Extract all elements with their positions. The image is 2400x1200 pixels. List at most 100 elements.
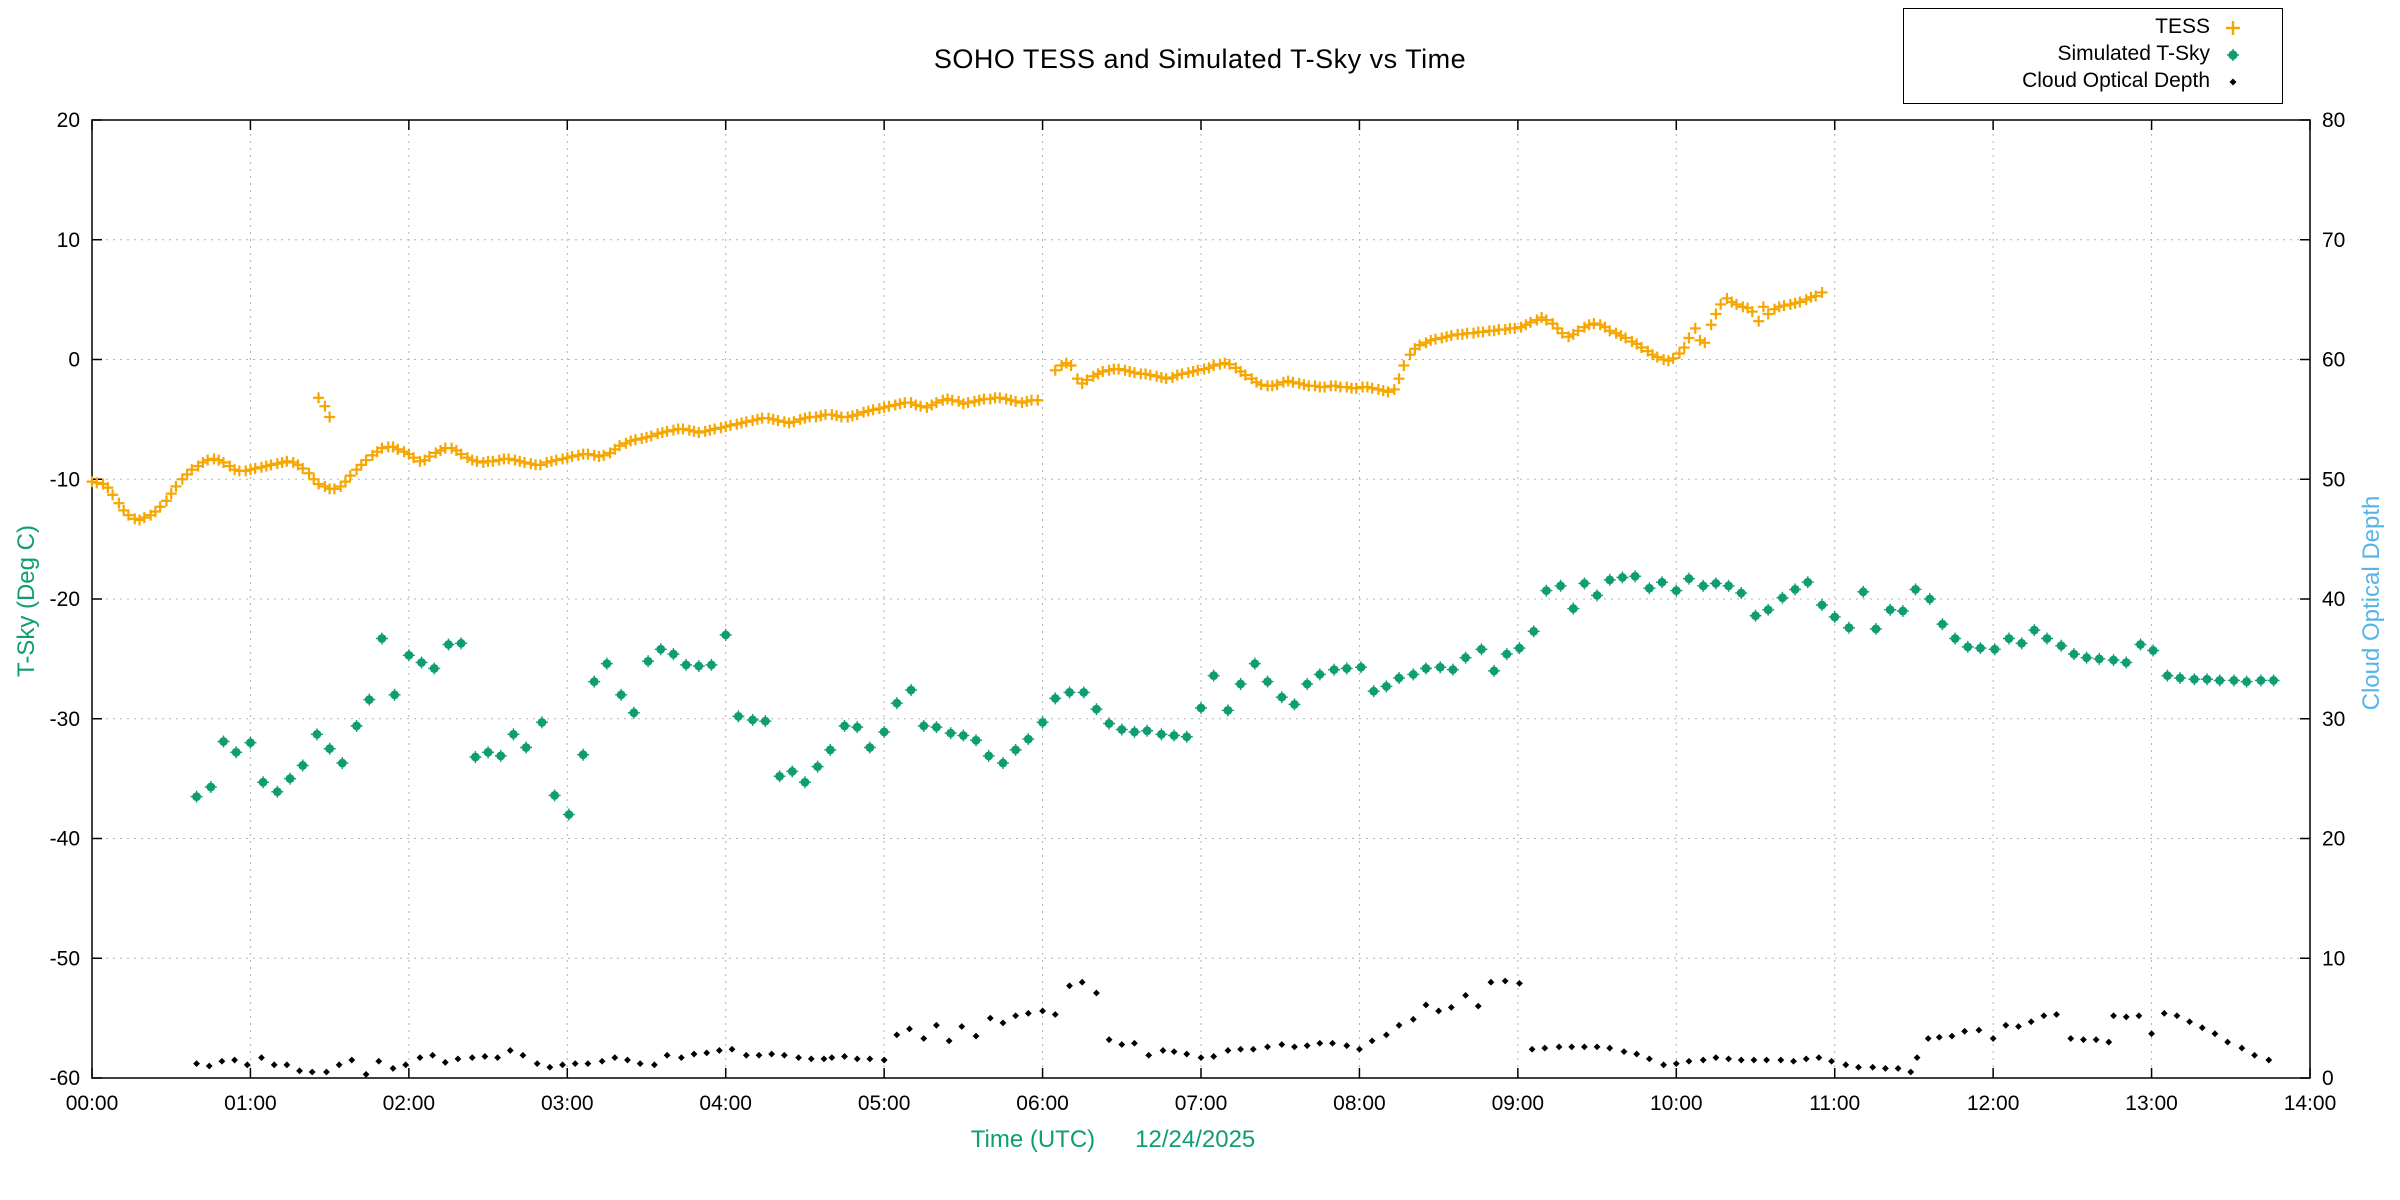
x-tick-label: 03:00 [541,1092,594,1115]
y-left-tick-label: -50 [50,947,80,970]
y-right-tick-label: 0 [2322,1067,2334,1090]
cloud-point [2080,1036,2087,1044]
x-axis-label-text: Time (UTC) [970,1126,1096,1153]
y-left-tick-label: -30 [50,708,80,731]
cloud-point [1237,1045,1245,1053]
cloud-point [742,1051,750,1059]
cloud-point [308,1068,316,1076]
cloud-point [1264,1043,1271,1051]
cloud-point [1462,991,1469,999]
cloud-point [1541,1044,1549,1052]
x-tick-label: 14:00 [2284,1092,2337,1115]
cloud-point [1660,1061,1668,1069]
cloud-point [1343,1042,1351,1050]
cloud-point [755,1051,763,1059]
cloud-point [2122,1013,2130,1021]
cloud-point [481,1053,489,1060]
x-tick-label: 07:00 [1175,1092,1228,1115]
legend-label: Simulated T-Sky [2057,42,2210,65]
cloud-point [362,1071,370,1078]
cloud-point [1802,1055,1810,1063]
x-tick-label: 00:00 [66,1092,119,1115]
cloud-point [853,1055,861,1063]
y-right-tick-label: 40 [2322,588,2345,611]
cloud-point [1291,1043,1298,1051]
cloud-point [506,1047,514,1054]
cloud-point [866,1055,874,1063]
x-tick-label: 04:00 [699,1092,752,1115]
cloud-point [768,1050,776,1058]
cloud-point [205,1062,213,1070]
cloud-point [258,1054,265,1062]
y-left-tick-label: -10 [50,468,80,491]
x-tick-label: 09:00 [1492,1092,1545,1115]
cloud-point [441,1059,449,1066]
cloud-point [1633,1050,1641,1058]
cloud-point [828,1054,836,1062]
x-axis-date-label: 12/24/2025 [1135,1126,1256,1153]
plot-border [91,119,2311,1079]
cloud-point [2027,1018,2035,1026]
y-right-tick-label: 70 [2322,229,2345,252]
cloud-point [1012,1012,1020,1020]
cloud-point [1329,1039,1336,1047]
x-tick-label: 02:00 [383,1092,436,1115]
cloud-point [584,1060,592,1068]
cloud-point [1224,1047,1232,1054]
cloud-point [1382,1031,1390,1039]
cloud-point [2002,1021,2010,1029]
cloud-point [986,1014,994,1022]
y-left-tick-label: -20 [50,588,80,611]
cloud-point [2173,1012,2181,1020]
cloud-point [1989,1035,1997,1042]
cloud-point [1555,1043,1563,1051]
cloud-point [2160,1009,2168,1017]
cloud-point [2186,1018,2193,1026]
cloud-point [2224,1038,2232,1046]
cloud-point [2015,1023,2022,1030]
cloud-point [1593,1043,1601,1051]
cloud-point [1528,1045,1536,1053]
x-tick-label: 11:00 [1809,1092,1860,1115]
cloud-point [1145,1051,1153,1059]
cloud-point [958,1023,966,1030]
cloud-point [494,1054,501,1062]
cloud-point [728,1045,736,1053]
cloud-point [1580,1043,1588,1051]
cloud-point [1474,1002,1482,1010]
legend-row: Simulated T-Sky [1904,42,2282,68]
cloud-point [1368,1037,1376,1045]
cloud-point [1725,1055,1732,1063]
cloud-point [2110,1012,2117,1020]
y-left-tick-label: -60 [50,1067,80,1090]
cloud-point [375,1057,383,1065]
x-tick-label: 08:00 [1333,1092,1386,1115]
cloud-point [389,1065,397,1072]
cloud-point [1568,1043,1576,1051]
cloud-point [703,1049,711,1057]
cloud-point [519,1051,527,1059]
cloud-point [1672,1060,1680,1068]
cloud-point [243,1061,251,1069]
cloud-point [1790,1057,1797,1065]
cloud-point [1894,1065,1902,1072]
x-tick-label: 06:00 [1016,1092,1069,1115]
cloud-point [598,1057,606,1065]
x-tick-label: 05:00 [858,1092,911,1115]
cloud-point [1501,977,1509,985]
right-axis-label: Cloud Optical Depth [2358,495,2385,711]
legend-marker-plus-icon [2226,21,2240,35]
cloud-point [1078,978,1086,986]
cloud-point [1737,1056,1745,1064]
y-left-tick-label: -40 [50,828,80,851]
cloud-point [323,1068,330,1076]
cloud-point [1869,1063,1877,1071]
cloud-point [1961,1027,1969,1035]
cloud-point [1051,1011,1059,1018]
cloud-point [933,1021,940,1029]
cloud-point [1395,1021,1403,1029]
legend-label: TESS [2155,15,2210,38]
cloud-point [820,1055,828,1063]
y-right-tick-label: 50 [2322,468,2345,491]
